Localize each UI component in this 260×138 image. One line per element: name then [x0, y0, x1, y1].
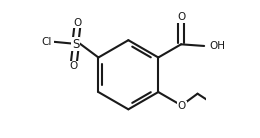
Text: S: S [72, 38, 79, 51]
Text: O: O [178, 101, 186, 111]
Text: OH: OH [209, 41, 225, 51]
Text: O: O [73, 18, 81, 28]
Text: Cl: Cl [41, 37, 52, 47]
Text: O: O [70, 61, 78, 71]
Text: O: O [177, 12, 185, 22]
